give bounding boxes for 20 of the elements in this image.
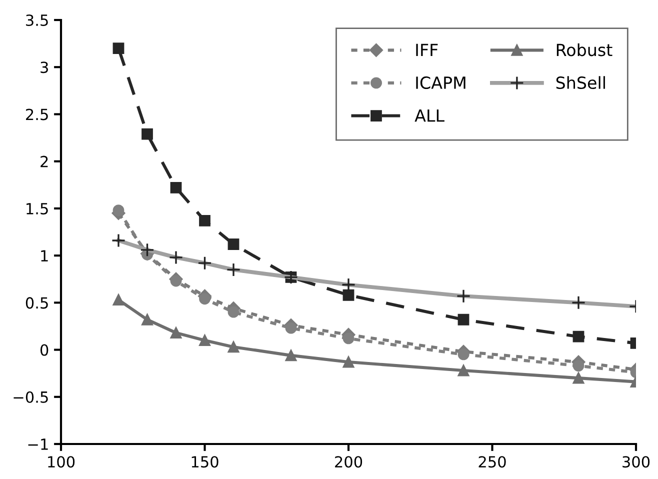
legend-label: Robust bbox=[556, 43, 612, 56]
y-tick-label: 1.5 bbox=[26, 203, 48, 214]
x-tick-label: 100 bbox=[48, 456, 75, 468]
y-tick-label: −0.5 bbox=[14, 391, 48, 403]
y-tick-label: 3.5 bbox=[26, 14, 48, 26]
x-tick-label: 200 bbox=[335, 456, 362, 468]
y-tick-label: 1 bbox=[41, 250, 48, 262]
x-tick-label: 300 bbox=[622, 456, 650, 468]
legend-label: ICAPM bbox=[416, 76, 466, 90]
y-tick-label: 2 bbox=[40, 156, 48, 168]
y-tick-label: 0 bbox=[40, 344, 48, 356]
legend-label: IFF bbox=[416, 44, 438, 56]
legend-label: ALL bbox=[414, 109, 444, 122]
y-tick-label: 3 bbox=[40, 62, 48, 74]
y-tick-label: −1 bbox=[28, 438, 48, 450]
x-tick-label: 150 bbox=[192, 456, 218, 468]
y-tick-label: 2.5 bbox=[26, 108, 48, 120]
x-tick-label: 250 bbox=[478, 456, 506, 468]
legend-label: ShSell bbox=[556, 76, 605, 90]
y-tick-label: 0.5 bbox=[26, 297, 48, 309]
